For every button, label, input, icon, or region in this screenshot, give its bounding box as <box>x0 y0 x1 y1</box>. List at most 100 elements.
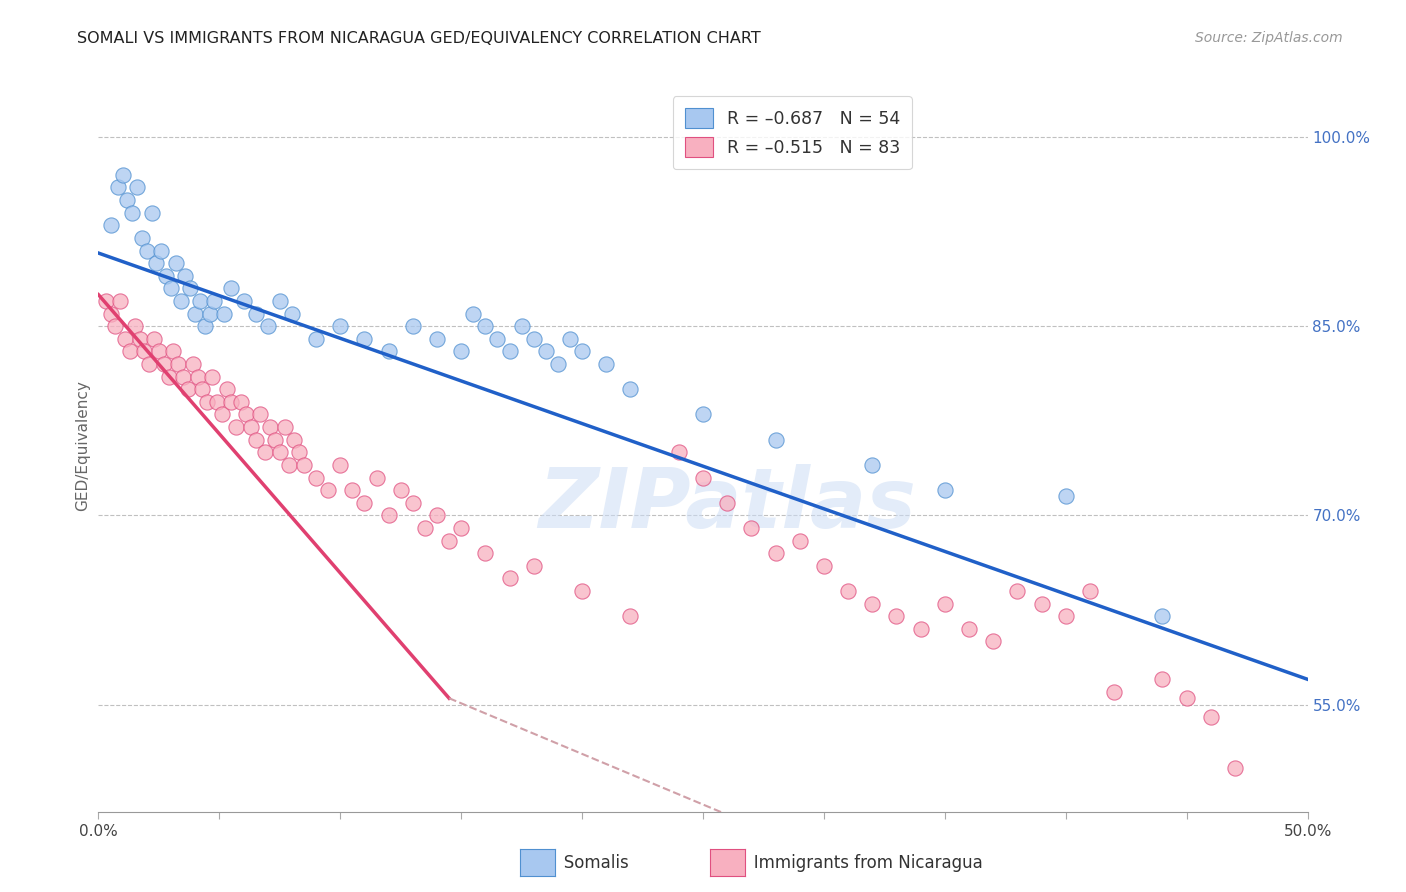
Point <box>413 521 436 535</box>
Point <box>259 420 281 434</box>
Point <box>305 470 328 484</box>
Point <box>273 420 295 434</box>
Point <box>205 395 228 409</box>
Point <box>118 344 141 359</box>
Point <box>571 344 593 359</box>
Point <box>981 634 1004 648</box>
Point <box>232 293 254 308</box>
Point <box>1152 609 1174 624</box>
Point <box>765 546 787 560</box>
Point <box>463 307 485 321</box>
Point <box>934 597 956 611</box>
Point <box>329 458 352 472</box>
Point <box>211 408 233 422</box>
Point <box>1152 673 1174 687</box>
Point <box>138 357 160 371</box>
Point <box>389 483 412 497</box>
Point <box>181 357 204 371</box>
Point <box>692 408 714 422</box>
Point <box>174 268 197 283</box>
Point <box>278 458 301 472</box>
Point <box>111 168 134 182</box>
Text: Somalis: Somalis <box>527 855 628 872</box>
Point <box>450 521 472 535</box>
Point <box>235 408 257 422</box>
Point <box>426 332 449 346</box>
Point <box>160 281 183 295</box>
Point <box>486 332 509 346</box>
Point <box>134 344 156 359</box>
Point <box>188 293 211 308</box>
Point <box>141 205 163 219</box>
Point <box>353 496 375 510</box>
Point <box>124 319 146 334</box>
Point <box>474 319 496 334</box>
Point <box>1054 490 1077 504</box>
Point <box>377 344 399 359</box>
Point <box>619 382 641 396</box>
Point <box>169 293 191 308</box>
Point <box>229 395 252 409</box>
Point <box>366 470 388 484</box>
Point <box>523 332 546 346</box>
Text: Immigrants from Nicaragua: Immigrants from Nicaragua <box>717 855 983 872</box>
Point <box>215 382 238 396</box>
Point <box>288 445 311 459</box>
Point <box>194 319 217 334</box>
Point <box>426 508 449 523</box>
Point <box>437 533 460 548</box>
Point <box>281 307 304 321</box>
Point <box>558 332 581 346</box>
Point <box>571 584 593 599</box>
Point <box>128 332 150 346</box>
Point <box>377 508 399 523</box>
Text: Source: ZipAtlas.com: Source: ZipAtlas.com <box>1195 31 1343 45</box>
Point <box>245 307 267 321</box>
Point <box>692 470 714 484</box>
Point <box>716 496 738 510</box>
Point <box>100 219 122 233</box>
Point <box>249 408 271 422</box>
Point <box>1007 584 1029 599</box>
Point <box>157 369 180 384</box>
Point <box>204 293 226 308</box>
Point <box>245 433 267 447</box>
Point <box>342 483 364 497</box>
Point <box>177 382 200 396</box>
Point <box>498 571 520 585</box>
Point <box>789 533 811 548</box>
Point <box>155 268 177 283</box>
Point <box>145 256 167 270</box>
Point <box>143 332 166 346</box>
Point <box>934 483 956 497</box>
Point <box>305 332 328 346</box>
Legend: R = –0.687   N = 54, R = –0.515   N = 83: R = –0.687 N = 54, R = –0.515 N = 83 <box>672 96 912 169</box>
Point <box>886 609 908 624</box>
Point <box>523 558 546 573</box>
Point <box>152 357 174 371</box>
Point <box>1054 609 1077 624</box>
Point <box>765 433 787 447</box>
Point <box>1199 710 1222 724</box>
Point <box>402 319 425 334</box>
Point <box>212 307 235 321</box>
Point <box>740 521 762 535</box>
Point <box>474 546 496 560</box>
Point <box>117 193 139 207</box>
Point <box>547 357 569 371</box>
Point <box>198 307 221 321</box>
Point <box>283 433 305 447</box>
Point <box>94 293 117 308</box>
Point <box>239 420 262 434</box>
Point <box>498 344 520 359</box>
Point <box>292 458 315 472</box>
Point <box>1102 685 1125 699</box>
Point <box>860 597 883 611</box>
Point <box>1223 761 1246 775</box>
Text: SOMALI VS IMMIGRANTS FROM NICARAGUA GED/EQUIVALENCY CORRELATION CHART: SOMALI VS IMMIGRANTS FROM NICARAGUA GED/… <box>77 31 761 46</box>
Point <box>316 483 339 497</box>
Point <box>269 445 291 459</box>
Point <box>264 433 287 447</box>
Point <box>254 445 277 459</box>
Point <box>269 293 291 308</box>
